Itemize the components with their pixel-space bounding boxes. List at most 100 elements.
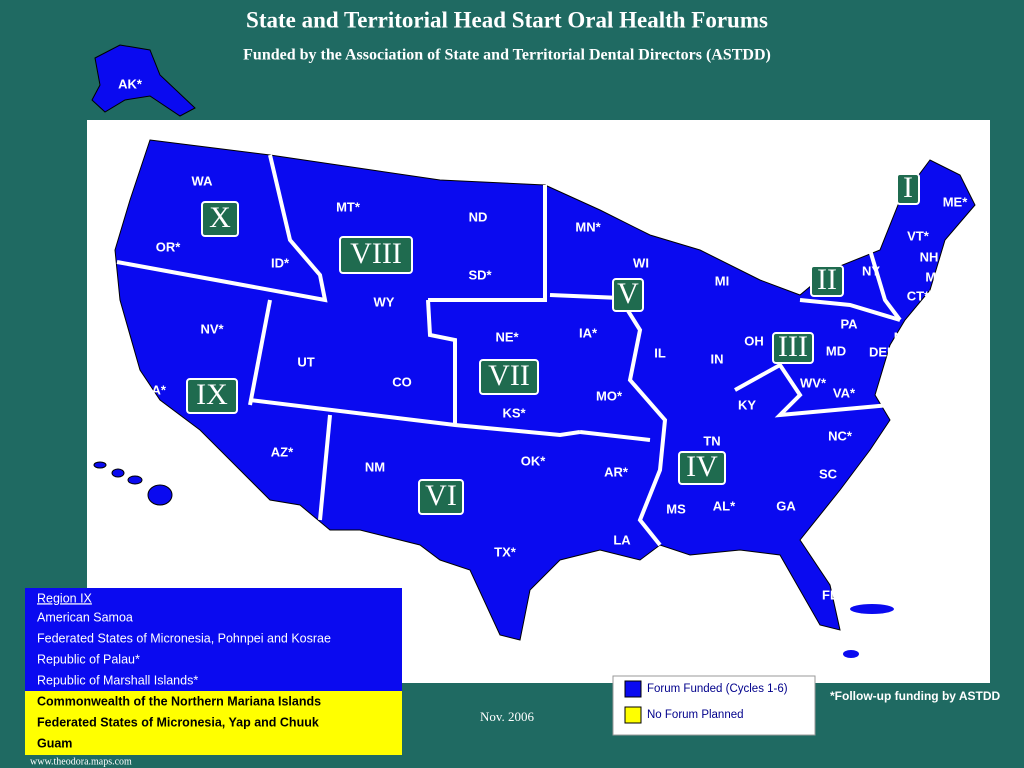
territory: Republic of Marshall Islands* xyxy=(37,673,198,687)
state-label: NH xyxy=(920,249,939,264)
state-label: TX* xyxy=(494,544,517,559)
region-label: VIII xyxy=(350,237,402,270)
region-label: IV xyxy=(686,450,718,483)
region-borders xyxy=(116,154,902,547)
state-label: SD* xyxy=(468,267,492,282)
state-label: DC* xyxy=(914,402,939,417)
state-label: HI* xyxy=(103,491,122,506)
alaska xyxy=(91,44,196,117)
state-label: NM xyxy=(365,459,385,474)
territory: Republic of Palau* xyxy=(37,652,140,666)
territory: American Samoa xyxy=(37,610,133,624)
state-label: CA* xyxy=(142,382,167,397)
funded-list: American Samoa Federated States of Micron… xyxy=(37,610,331,687)
state-label: DEL xyxy=(869,344,895,359)
state-label: NY xyxy=(862,263,880,278)
region-label: VI xyxy=(425,479,457,512)
state-label: IA* xyxy=(579,325,598,340)
region-label: IX xyxy=(196,378,228,411)
funded-territories-box xyxy=(25,588,402,691)
legend-swatch xyxy=(624,706,642,724)
source: www.theodora.maps.com xyxy=(30,756,132,767)
state-label: KY xyxy=(738,397,756,412)
state-label: LA xyxy=(613,532,631,547)
territory: Federated States of Micronesia, Pohnpei … xyxy=(37,631,331,645)
state-label: PA xyxy=(840,316,858,331)
state-label: OK* xyxy=(521,453,547,468)
state-label: CT* xyxy=(907,288,930,303)
hawaii xyxy=(93,461,173,506)
state-label: VA* xyxy=(833,385,856,400)
date: Nov. 2006 xyxy=(480,709,535,724)
state-label: MI xyxy=(715,273,729,288)
state-label: AK* xyxy=(118,76,143,91)
region-label: I xyxy=(903,171,913,204)
state-labels: AK* WA OR* ID* MT* ND MN* WI MI SD* WY NV* CA* UT CO NE… xyxy=(103,76,968,666)
region-label: III xyxy=(778,330,808,363)
region-box xyxy=(201,201,239,237)
state-label: TN xyxy=(703,433,720,448)
state-label: ID* xyxy=(271,255,290,270)
region-box xyxy=(678,451,726,485)
region-box xyxy=(772,332,814,364)
state-label: AR* xyxy=(604,464,629,479)
footnote: *Follow-up funding by ASTDD xyxy=(830,689,1001,703)
state-label: WA xyxy=(192,173,214,188)
state-label: GA xyxy=(776,498,796,513)
territory-heading: Region IX xyxy=(37,591,93,605)
region-box xyxy=(810,265,844,297)
region-box xyxy=(339,236,413,274)
region-label: X xyxy=(209,201,231,234)
state-label: MT* xyxy=(336,199,361,214)
state-label: ND xyxy=(469,209,488,224)
state-label: OR* xyxy=(156,239,182,254)
state-label: AZ* xyxy=(271,444,294,459)
region-box xyxy=(418,479,464,515)
region-label: II xyxy=(817,263,837,296)
state-label: NE* xyxy=(495,329,519,344)
region-box xyxy=(896,173,920,205)
region-label: V xyxy=(617,277,639,310)
state-label: SC xyxy=(819,466,838,481)
state-label: CO xyxy=(392,374,412,389)
state-label: IN xyxy=(711,351,724,366)
state-label: VI* xyxy=(867,651,885,666)
state-label: WY xyxy=(374,294,395,309)
subtitle: Funded by the Association of State and T… xyxy=(243,47,771,64)
legend-swatch xyxy=(624,680,642,698)
territory: Guam xyxy=(37,736,72,750)
state-label: ME* xyxy=(943,194,969,209)
state-label: NC* xyxy=(828,428,853,443)
state-label: NV* xyxy=(200,321,224,336)
state-label: MS xyxy=(666,501,686,516)
state-label: MO* xyxy=(596,388,623,403)
legend xyxy=(612,675,816,736)
region-box xyxy=(612,278,644,312)
region-box xyxy=(186,378,238,414)
territory: Federated States of Micronesia, Yap and … xyxy=(37,715,319,729)
state-label: MA* xyxy=(925,269,951,284)
state-label: UT xyxy=(297,354,314,369)
state-label: OH xyxy=(744,333,764,348)
state-label: NJ xyxy=(894,329,911,344)
unfunded-territories-box xyxy=(25,691,402,755)
title: State and Territorial Head Start Oral He… xyxy=(246,7,768,32)
state-label: KS* xyxy=(502,405,526,420)
state-label: VT* xyxy=(907,228,930,243)
state-label: WV* xyxy=(800,375,827,390)
state-label: FL xyxy=(822,587,838,602)
legend-label: Forum Funded (Cycles 1-6) xyxy=(647,683,788,695)
state-label: IL xyxy=(654,345,666,360)
state-label: WI xyxy=(633,255,649,270)
state-label: MD xyxy=(826,343,846,358)
territory: Commonwealth of the Northern Mariana Isl… xyxy=(37,694,321,708)
state-label: AL* xyxy=(713,498,736,513)
legend-label: No Forum Planned xyxy=(647,709,744,721)
state-label: RI xyxy=(929,287,942,302)
unfunded-list: Commonwealth of the Northern Mariana Isl… xyxy=(37,694,321,750)
region-box xyxy=(479,359,539,395)
state-label: MN* xyxy=(575,219,601,234)
florida-keys xyxy=(843,604,894,658)
